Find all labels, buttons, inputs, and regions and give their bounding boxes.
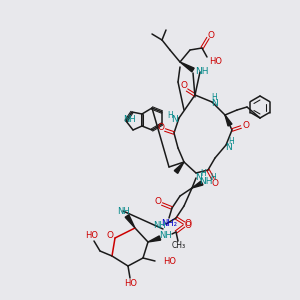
- Text: H: H: [200, 169, 206, 178]
- Text: NH: NH: [160, 230, 172, 239]
- Text: NH: NH: [195, 67, 209, 76]
- Text: HO: HO: [209, 58, 222, 67]
- Text: NH: NH: [117, 206, 129, 215]
- Text: H: H: [167, 112, 173, 121]
- Text: HO: HO: [124, 280, 137, 289]
- Text: N: N: [171, 116, 177, 124]
- Text: N: N: [226, 142, 232, 152]
- Text: NH₂: NH₂: [161, 218, 177, 227]
- Text: H: H: [211, 92, 217, 101]
- Text: N: N: [211, 100, 218, 109]
- Text: H: H: [228, 136, 234, 146]
- Text: O: O: [242, 122, 250, 130]
- Text: O: O: [181, 82, 188, 91]
- Text: O: O: [184, 220, 191, 230]
- Text: O: O: [212, 179, 218, 188]
- Text: O: O: [184, 220, 191, 229]
- Polygon shape: [174, 162, 184, 173]
- Text: NH: NH: [199, 176, 213, 185]
- Polygon shape: [125, 215, 135, 228]
- Text: HO: HO: [163, 256, 176, 266]
- Text: O: O: [154, 197, 161, 206]
- Polygon shape: [180, 62, 194, 72]
- Polygon shape: [148, 236, 161, 242]
- Text: N: N: [196, 172, 202, 182]
- Text: O: O: [158, 124, 164, 133]
- Text: O: O: [208, 31, 214, 40]
- Text: NH: NH: [153, 221, 165, 230]
- Text: CH₃: CH₃: [172, 242, 186, 250]
- Polygon shape: [192, 181, 203, 188]
- Text: O: O: [106, 230, 113, 239]
- Text: H: H: [210, 172, 216, 182]
- Polygon shape: [225, 115, 232, 126]
- Text: NH: NH: [123, 115, 135, 124]
- Text: HO: HO: [85, 232, 98, 241]
